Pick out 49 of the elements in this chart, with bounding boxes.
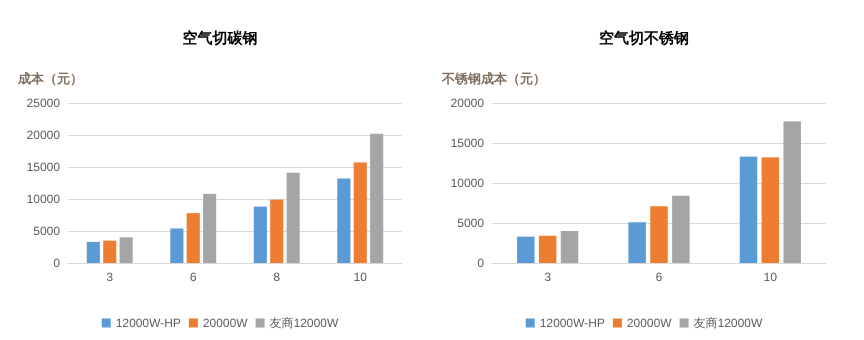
legend-label: 友商12000W	[270, 316, 339, 330]
x-tick-label: 6	[656, 270, 663, 284]
x-tick-label: 3	[544, 270, 552, 284]
bar	[560, 231, 578, 263]
legend-label: 20000W	[626, 316, 672, 330]
y-tick-label: 0	[53, 256, 60, 270]
bar	[628, 222, 646, 263]
y-tick-label: 15000	[26, 160, 60, 174]
legend-label: 12000W-HP	[116, 316, 181, 330]
y-tick-label: 0	[477, 256, 484, 270]
bar	[170, 228, 184, 263]
chart-title: 空气切不锈钢	[599, 29, 689, 47]
y-tick-label: 20000	[450, 96, 484, 110]
bar	[783, 121, 801, 263]
y-tick-label: 5000	[33, 224, 60, 238]
y-tick-label: 20000	[26, 128, 60, 142]
bar	[254, 206, 267, 263]
bar	[286, 172, 300, 263]
bar	[86, 242, 100, 263]
x-tick-label: 3	[106, 270, 114, 284]
bar	[186, 213, 200, 263]
x-tick-label: 10	[354, 270, 368, 284]
bar	[650, 206, 668, 263]
bar	[337, 178, 350, 263]
x-tick-label: 6	[190, 270, 197, 284]
legend-label: 20000W	[202, 316, 248, 330]
bar	[203, 194, 216, 263]
bar	[103, 240, 116, 263]
y-tick-label: 10000	[450, 176, 484, 190]
legend-label: 友商12000W	[694, 316, 763, 330]
legend-label: 12000W-HP	[540, 316, 605, 330]
bar	[740, 156, 758, 263]
y-axis-title: 成本（元）	[17, 71, 83, 86]
bar	[672, 196, 690, 263]
bar	[538, 236, 556, 263]
bar	[270, 200, 284, 263]
bar	[517, 236, 535, 263]
bar	[120, 237, 133, 263]
x-tick-label: 10	[764, 270, 778, 284]
y-tick-label: 5000	[457, 216, 484, 230]
y-tick-label: 15000	[450, 136, 484, 150]
x-tick-label: 8	[273, 270, 280, 284]
bar	[354, 162, 367, 263]
y-tick-label: 10000	[26, 192, 60, 206]
bar	[762, 157, 780, 263]
bar	[370, 134, 384, 263]
chart-title: 空气切碳钢	[182, 29, 258, 47]
y-axis-title: 不锈钢成本（元）	[441, 71, 546, 86]
y-tick-label: 25000	[26, 96, 60, 110]
